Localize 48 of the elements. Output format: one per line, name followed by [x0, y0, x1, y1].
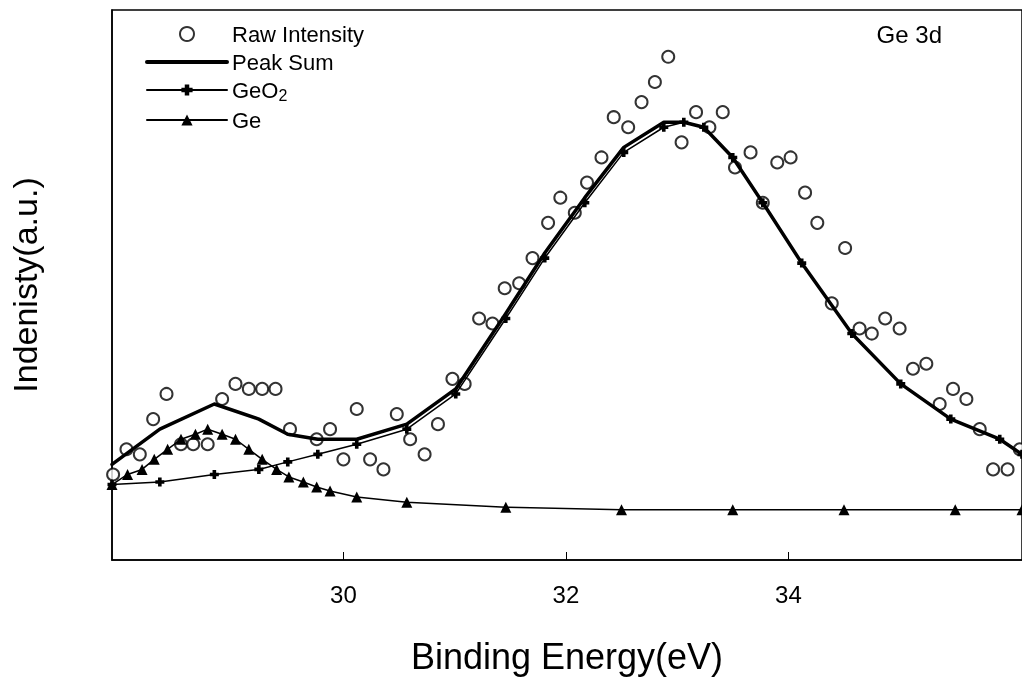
point [995, 434, 1005, 444]
point [797, 258, 807, 268]
point [254, 464, 264, 474]
point [727, 504, 739, 516]
point [616, 504, 628, 516]
point [580, 198, 590, 208]
point [949, 504, 961, 516]
point [619, 147, 629, 157]
point [351, 491, 363, 503]
point [162, 443, 174, 455]
x-axis-title: Binding Energy(eV) [410, 635, 724, 677]
point [540, 253, 550, 263]
point [324, 485, 336, 497]
point [402, 424, 412, 434]
point [501, 313, 511, 323]
point [728, 152, 738, 162]
x-tick-label: 32 [552, 580, 580, 608]
point [136, 463, 148, 475]
point [271, 463, 283, 475]
point [202, 423, 214, 435]
point [283, 457, 293, 467]
point [451, 389, 461, 399]
legend-label: Raw Intensity [232, 21, 365, 47]
x-tick-label: 34 [775, 580, 802, 608]
point [352, 439, 362, 449]
point [679, 117, 689, 127]
y-axis-title: Indenisty(a.u.) [6, 177, 44, 393]
point [243, 443, 255, 455]
point [216, 428, 228, 440]
point [283, 471, 295, 483]
point [313, 449, 323, 459]
point [189, 428, 201, 440]
point [311, 481, 323, 493]
point [401, 496, 413, 508]
legend-label: Ge [232, 107, 262, 133]
legend-label: Peak Sum [232, 49, 334, 75]
point [256, 453, 268, 465]
point [297, 476, 309, 488]
point [229, 433, 241, 445]
point [838, 504, 850, 516]
point [896, 379, 906, 389]
point [122, 468, 134, 480]
point [148, 453, 160, 465]
x-tick-label: 30 [330, 580, 357, 608]
point [946, 414, 956, 424]
point [155, 477, 165, 487]
point [500, 501, 512, 513]
text: Ge 3d [876, 20, 943, 48]
